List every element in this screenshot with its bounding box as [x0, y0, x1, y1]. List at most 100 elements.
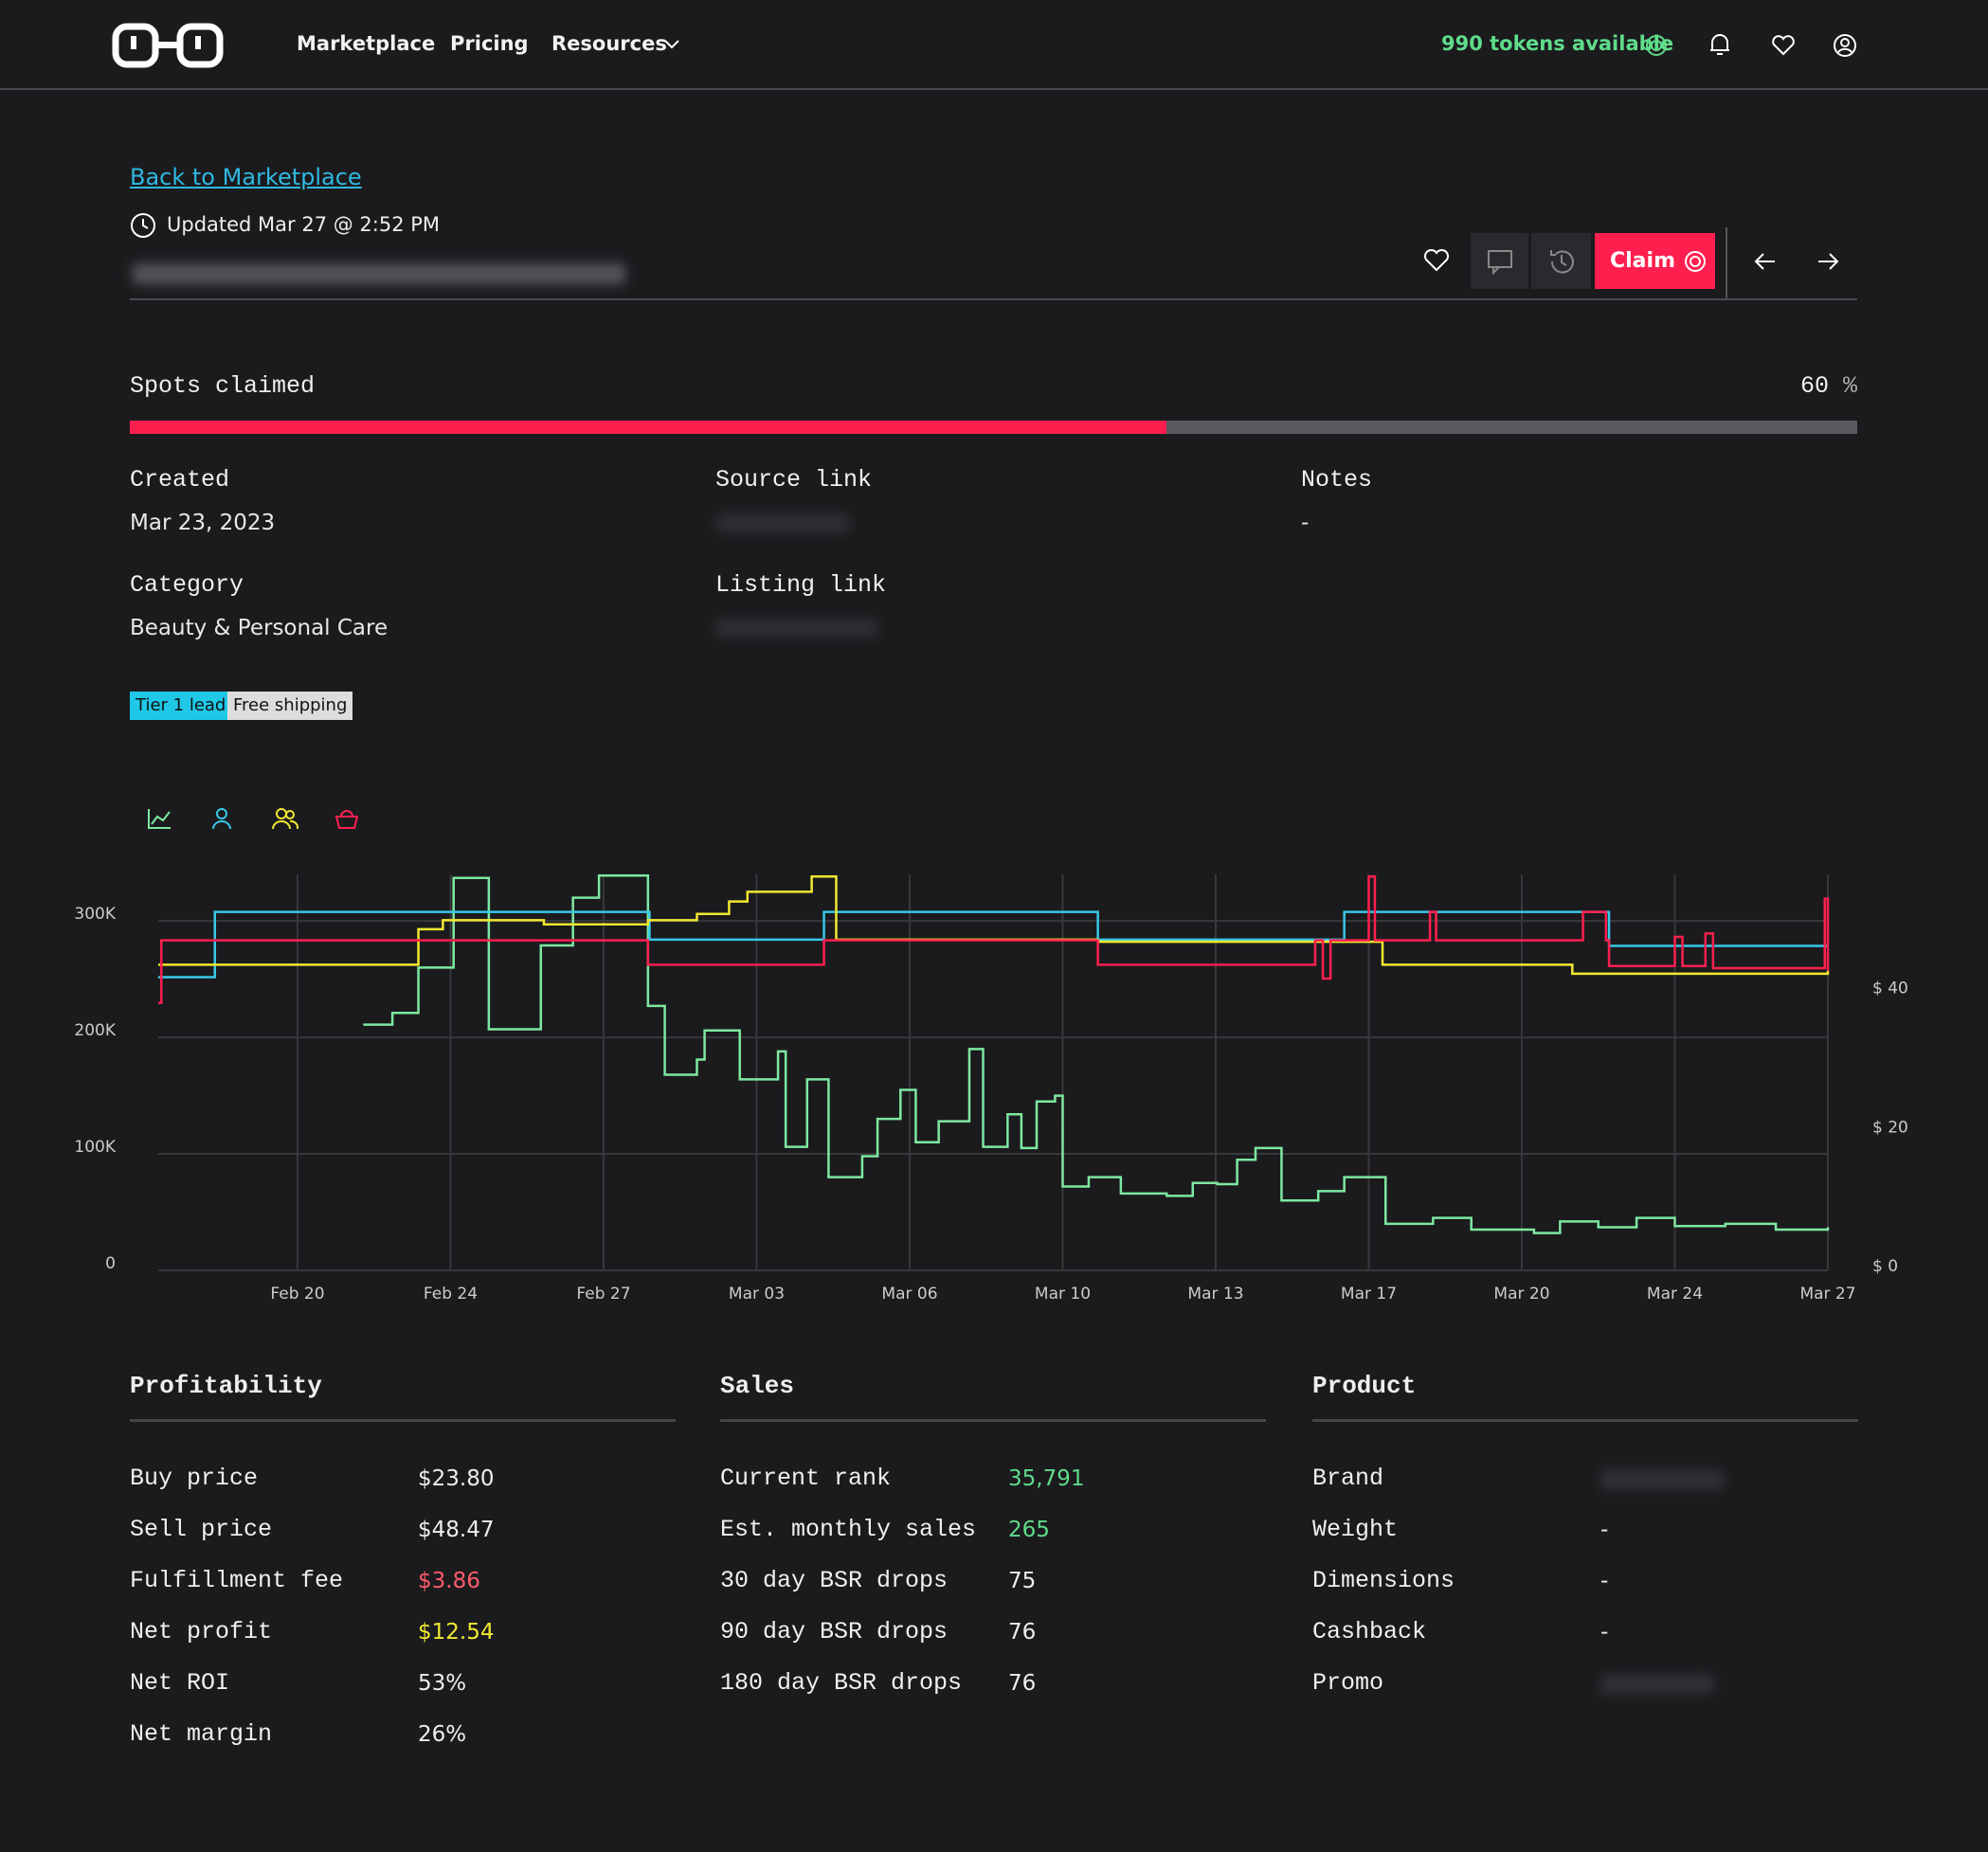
back-link[interactable]: Back to Marketplace — [130, 164, 362, 190]
y-tick-label: 0 — [105, 1254, 116, 1273]
detail-value: - — [1301, 511, 1310, 535]
row-label: Cashback — [1312, 1618, 1427, 1645]
row-label: 30 day BSR drops — [720, 1567, 949, 1594]
spots-unit: % — [1842, 372, 1857, 400]
detail-label: Category — [130, 571, 244, 599]
progress-fill — [130, 421, 1166, 434]
section-rule — [720, 1419, 1266, 1422]
row-value: $12.54 — [418, 1620, 495, 1645]
prev-button[interactable] — [1752, 250, 1779, 273]
nav-link[interactable]: Resources — [551, 32, 667, 55]
row-label: Buy price — [130, 1465, 259, 1492]
row-value: 75 — [1008, 1569, 1037, 1593]
row-value: 35,791 — [1008, 1466, 1085, 1491]
x-tick-label: Feb 27 — [576, 1285, 630, 1304]
row-label: Sell price — [130, 1516, 273, 1543]
row-label: Est. monthly sales — [720, 1516, 977, 1543]
token-icon — [1646, 35, 1667, 56]
section-rule — [130, 1419, 676, 1422]
detail-label: Source link — [715, 466, 873, 494]
row-label: Net margin — [130, 1720, 273, 1748]
claim-label: Claim — [1610, 249, 1675, 273]
claim-button[interactable]: Claim — [1595, 233, 1715, 289]
listing-id — [133, 263, 625, 284]
user-icon[interactable] — [1833, 33, 1857, 58]
section-title: Profitability — [130, 1372, 322, 1400]
next-button[interactable] — [1815, 250, 1841, 273]
row-label: Current rank — [720, 1465, 892, 1492]
spots-percent: 60 % — [1800, 372, 1857, 400]
row-value: - — [1600, 1569, 1609, 1593]
row-label: Net ROI — [130, 1669, 230, 1697]
row-value: 53% — [418, 1671, 467, 1696]
row-value-hidden — [1600, 1675, 1714, 1694]
section-rule — [1312, 1419, 1858, 1422]
y2-tick-label: $ 40 — [1872, 980, 1908, 998]
y-tick-label: 100K — [74, 1138, 116, 1157]
x-tick-label: Mar 06 — [881, 1285, 937, 1304]
x-tick-label: Mar 20 — [1493, 1285, 1549, 1304]
progress-track — [130, 421, 1857, 434]
row-value: - — [1600, 1620, 1609, 1645]
row-label: Promo — [1312, 1669, 1384, 1697]
row-label: 90 day BSR drops — [720, 1618, 949, 1645]
source-link[interactable] — [716, 513, 849, 532]
section-title: Product — [1312, 1372, 1417, 1400]
header-rule — [130, 298, 1857, 300]
x-tick-label: Mar 27 — [1799, 1285, 1855, 1304]
tag: Tier 1 lead — [130, 692, 232, 720]
row-value: $23.80 — [418, 1466, 495, 1491]
y-tick-label: 300K — [74, 905, 116, 924]
row-value: $3.86 — [418, 1569, 480, 1593]
x-tick-label: Feb 20 — [270, 1285, 324, 1304]
history-button[interactable] — [1531, 233, 1591, 289]
row-value: 26% — [418, 1722, 467, 1747]
row-value: $48.47 — [418, 1518, 495, 1542]
row-value: - — [1600, 1518, 1609, 1542]
nav-link[interactable]: Pricing — [450, 32, 529, 55]
listing-link[interactable] — [716, 619, 877, 638]
x-tick-label: Mar 13 — [1187, 1285, 1243, 1304]
comment-button[interactable] — [1471, 233, 1528, 289]
y-tick-label: 200K — [74, 1021, 116, 1040]
nav-bar: Marketplace Pricing Resources 990 tokens… — [0, 0, 1988, 90]
detail-value: Mar 23, 2023 — [130, 511, 276, 535]
spots-value: 60 — [1799, 372, 1829, 400]
series-line — [363, 873, 1830, 1234]
detail-label: Notes — [1301, 466, 1373, 494]
row-label: Weight — [1312, 1516, 1399, 1543]
row-label: Net profit — [130, 1618, 273, 1645]
row-value-hidden — [1600, 1470, 1724, 1489]
row-label: 180 day BSR drops — [720, 1669, 963, 1697]
tag: Free shipping — [227, 692, 353, 720]
updated-time: Updated Mar 27 @ 2:52 PM — [167, 213, 441, 236]
row-label: Dimensions — [1312, 1567, 1455, 1594]
x-tick-label: Mar 24 — [1647, 1285, 1703, 1304]
row-label: Brand — [1312, 1465, 1384, 1492]
detail-value: Beauty & Personal Care — [130, 616, 389, 640]
logo[interactable] — [112, 23, 226, 68]
clock-icon — [131, 213, 155, 238]
nav-link[interactable]: Marketplace — [297, 32, 436, 55]
bell-icon[interactable] — [1708, 32, 1732, 59]
heart-icon[interactable] — [1770, 34, 1797, 57]
series-line — [158, 910, 1828, 979]
chevron[interactable] — [663, 38, 680, 51]
favorite-button[interactable] — [1423, 248, 1450, 273]
y2-tick-label: $ 20 — [1872, 1118, 1908, 1137]
divider — [1726, 227, 1727, 299]
row-label: Fulfillment fee — [130, 1567, 344, 1594]
detail-label: Listing link — [715, 571, 887, 599]
chart-toggles[interactable] — [146, 805, 373, 834]
series-line — [158, 874, 1830, 1004]
x-tick-label: Mar 10 — [1035, 1285, 1091, 1304]
section-title: Sales — [720, 1372, 795, 1400]
token-count[interactable]: 990 tokens available — [1441, 32, 1674, 55]
spots-label: Spots claimed — [130, 372, 316, 400]
y2-tick-label: $ 0 — [1872, 1257, 1898, 1276]
row-value: 76 — [1008, 1671, 1037, 1696]
x-tick-label: Mar 03 — [729, 1285, 785, 1304]
row-value: 265 — [1008, 1518, 1050, 1542]
